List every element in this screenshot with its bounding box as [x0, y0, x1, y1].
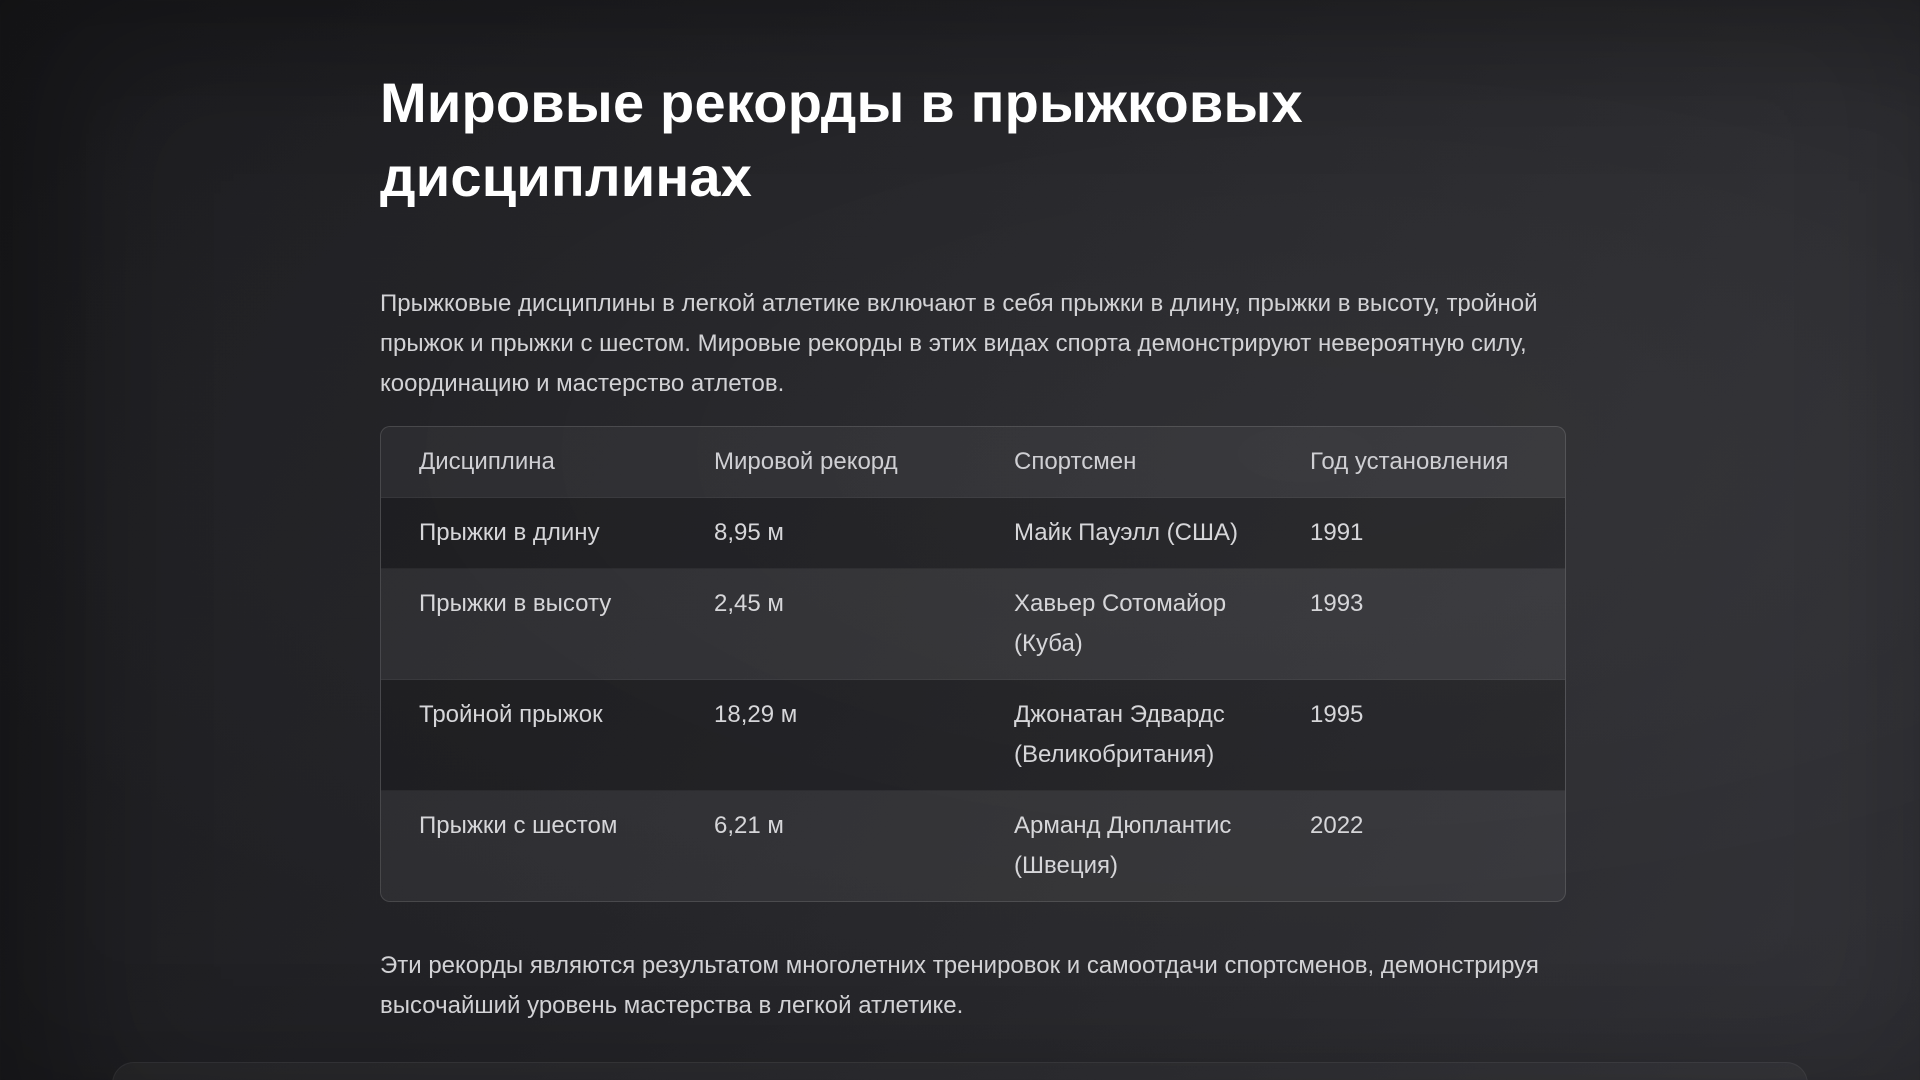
table-row: Прыжки с шестом 6,21 м Арманд Дюплантис …: [381, 790, 1565, 901]
column-header-record: Мировой рекорд: [714, 448, 898, 475]
intro-paragraph: Прыжковые дисциплины в легкой атлетике в…: [380, 290, 1538, 397]
next-page-edge: [112, 1062, 1808, 1080]
cell-year: 2022: [1310, 812, 1364, 839]
table-header-row: Дисциплина Мировой рекорд Спортсмен Год …: [381, 427, 1565, 498]
records-table: Дисциплина Мировой рекорд Спортсмен Год …: [381, 427, 1565, 901]
cell-discipline: Прыжки в длину: [419, 519, 600, 546]
table-row: Прыжки в высоту 2,45 м Хавьер Сотомайор …: [381, 568, 1565, 680]
cell-discipline: Прыжки с шестом: [419, 812, 618, 839]
column-header-athlete: Спортсмен: [1014, 448, 1137, 475]
column-header-discipline: Дисциплина: [419, 448, 555, 475]
cell-athlete: Джонатан Эдвардс (Великобритания): [1014, 701, 1225, 768]
cell-record: 18,29 м: [714, 701, 798, 728]
cell-year: 1991: [1310, 519, 1364, 546]
table-row: Тройной прыжок 18,29 м Джонатан Эдвардс …: [381, 679, 1565, 791]
document-content: Мировые рекорды в прыжковых дисциплинах …: [380, 0, 1566, 1026]
cell-athlete: Арманд Дюплантис (Швеция): [1014, 812, 1232, 879]
cell-record: 8,95 м: [714, 519, 784, 546]
cell-record: 2,45 м: [714, 590, 784, 617]
cell-discipline: Тройной прыжок: [419, 701, 603, 728]
cell-discipline: Прыжки в высоту: [419, 590, 612, 617]
column-header-year: Год установления: [1310, 448, 1509, 475]
page-title: Мировые рекорды в прыжковых дисциплинах: [380, 71, 1303, 208]
cell-athlete: Хавьер Сотомайор (Куба): [1014, 590, 1227, 657]
cell-record: 6,21 м: [714, 812, 784, 839]
cell-year: 1993: [1310, 590, 1364, 617]
cell-athlete: Майк Пауэлл (США): [1014, 519, 1238, 546]
closing-paragraph: Эти рекорды являются результатом многоле…: [380, 952, 1539, 1019]
cell-year: 1995: [1310, 701, 1364, 728]
records-table-card: Дисциплина Мировой рекорд Спортсмен Год …: [380, 426, 1566, 902]
table-row: Прыжки в длину 8,95 м Майк Пауэлл (США) …: [381, 497, 1565, 569]
